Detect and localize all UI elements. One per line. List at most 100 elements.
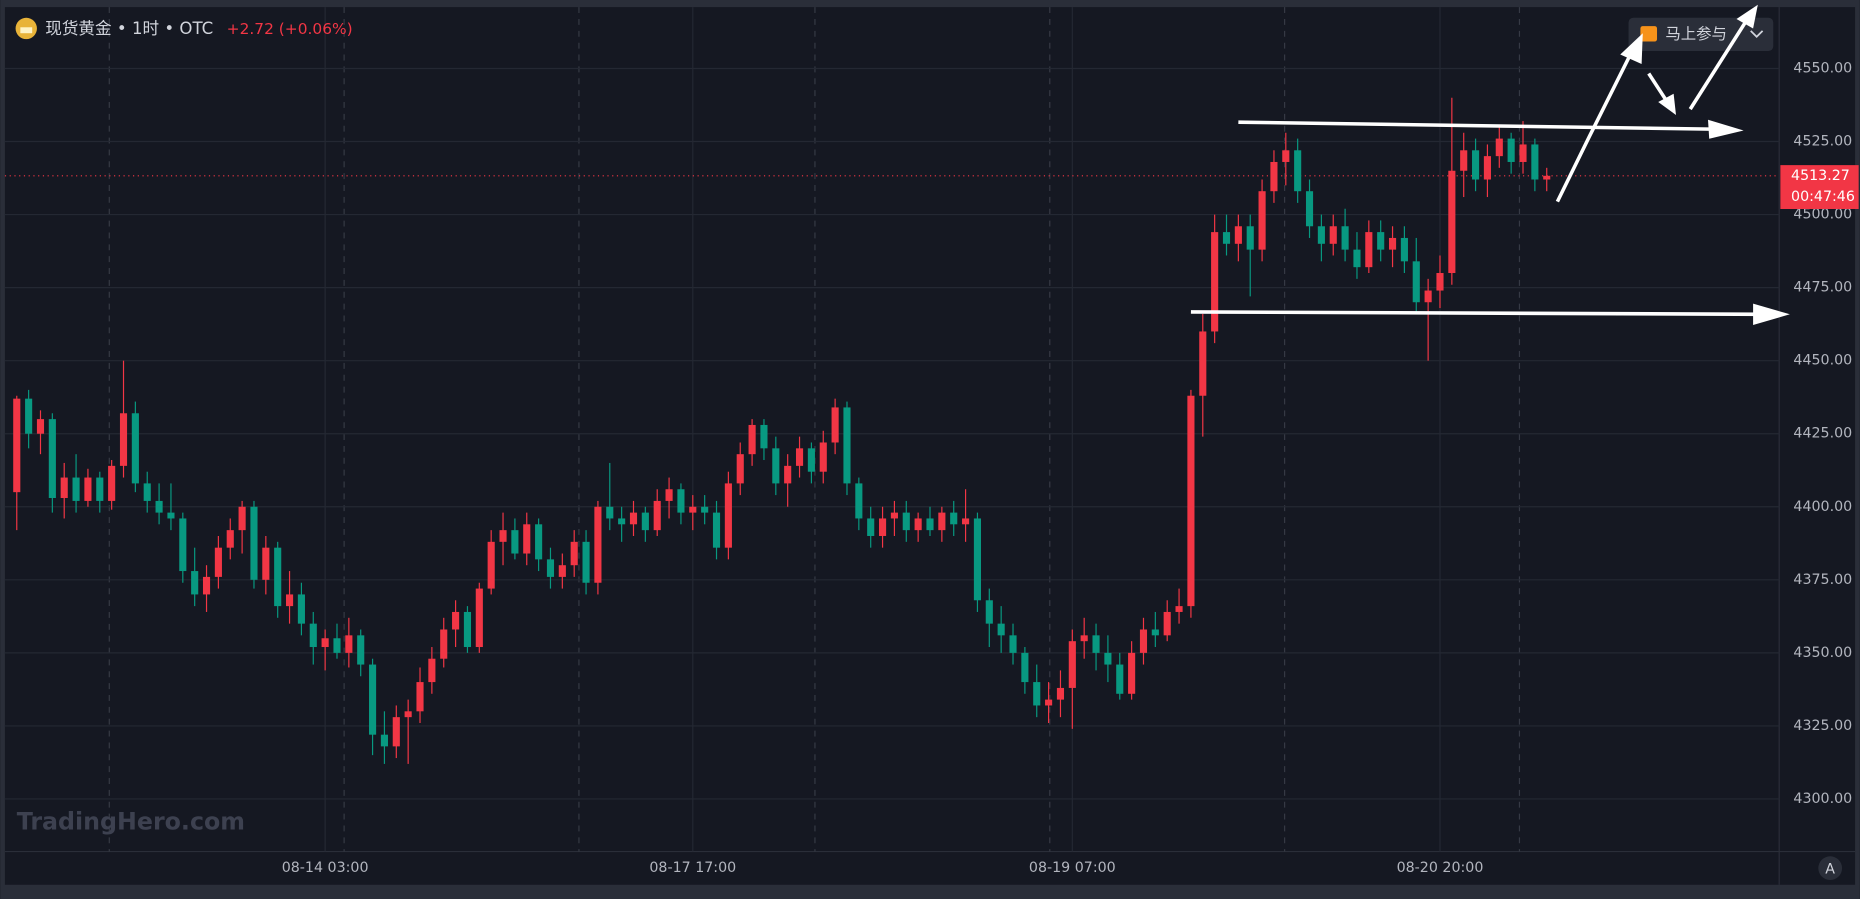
candle-body — [629, 512, 638, 525]
candle-body — [214, 547, 222, 577]
candle-body — [724, 483, 732, 548]
candle-body — [345, 635, 353, 653]
arrowhead — [1620, 33, 1643, 65]
candle-body — [108, 465, 116, 501]
session-separators — [108, 7, 1521, 852]
y-tick-label: 4375.00 — [1793, 572, 1852, 588]
candle-body — [902, 512, 910, 531]
candle-body — [1199, 331, 1207, 396]
candle-body — [416, 682, 424, 712]
dropdown-caret — [1750, 30, 1764, 39]
candle-body — [1412, 261, 1420, 303]
candle-body — [1116, 664, 1124, 694]
candle-body — [985, 600, 993, 624]
symbol: 现货黄金 • 1时 • OTC — [45, 19, 213, 38]
join-button[interactable] — [1628, 17, 1774, 51]
candle-body — [1258, 191, 1266, 250]
candles — [13, 97, 1551, 764]
watermark: TradingHero.com — [17, 808, 245, 836]
candle-body — [760, 424, 768, 449]
auto-button[interactable] — [1818, 856, 1843, 881]
candle-body — [238, 506, 246, 531]
x-tick-label: 08-17 17:00 — [649, 860, 736, 876]
candle-body — [1400, 237, 1408, 262]
candle-body — [748, 424, 756, 455]
candle-body — [843, 407, 851, 484]
candle-body — [1460, 150, 1468, 171]
candle-body — [784, 465, 792, 484]
drawn-arrow — [1647, 72, 1669, 102]
arrowhead — [1753, 303, 1790, 325]
candle-body — [475, 588, 483, 648]
candle-body — [1329, 226, 1337, 244]
candle-body — [677, 489, 685, 513]
candle-body — [1092, 635, 1100, 653]
candle-body — [1341, 226, 1349, 250]
candle-body — [1270, 161, 1278, 192]
y-tick-label: 4450.00 — [1793, 353, 1852, 369]
candle-body — [380, 734, 388, 747]
candle-body — [499, 530, 507, 542]
candle-body — [819, 442, 827, 472]
drawn-line — [1190, 310, 1765, 317]
candle-body — [1448, 170, 1456, 274]
candle-body — [546, 559, 555, 577]
candle-body — [795, 448, 804, 466]
candle-body — [950, 512, 958, 525]
candle-body — [1388, 237, 1397, 250]
candle-body — [701, 506, 709, 513]
candle-body — [1543, 175, 1551, 180]
y-tick-label: 4525.00 — [1793, 134, 1852, 150]
candle-body — [535, 524, 543, 560]
candle-body — [1282, 150, 1290, 162]
candle-body — [60, 477, 68, 499]
candle-body — [1294, 150, 1302, 192]
candle-body — [582, 541, 590, 583]
candle-body — [855, 483, 863, 519]
candle-body — [879, 518, 887, 536]
candle-body — [404, 711, 412, 718]
candle-body — [25, 398, 33, 434]
candle-body — [202, 576, 211, 595]
join-label[interactable]: 马上参与 — [1665, 25, 1727, 43]
candle-body — [1246, 226, 1254, 250]
candle-body — [48, 419, 56, 499]
candle-body — [962, 518, 970, 525]
candle-body — [487, 541, 495, 589]
candle-body — [523, 524, 531, 554]
candle-body — [1531, 144, 1539, 180]
y-tick-label: 4500.00 — [1793, 207, 1852, 223]
candle-body — [262, 547, 270, 580]
price-label-bg — [1780, 165, 1859, 210]
candle-body — [1151, 629, 1159, 636]
candle-body — [131, 413, 139, 484]
candle-body — [1104, 652, 1112, 665]
candle-body — [641, 512, 649, 531]
x-tick-label: 08-20 20:00 — [1397, 860, 1484, 876]
countdown: 00:47:46 — [1791, 189, 1855, 205]
candle-body — [333, 638, 341, 653]
candle-body — [570, 541, 578, 566]
candle-body — [1222, 232, 1231, 244]
candle-body — [653, 500, 661, 531]
candle-body — [321, 638, 329, 648]
candle-body — [1021, 652, 1029, 683]
price-label: 4513.27 — [1791, 168, 1850, 184]
arrowhead — [1658, 93, 1677, 116]
auto-button-label[interactable]: A — [1825, 861, 1835, 877]
candle-body — [890, 512, 898, 519]
candle-body — [1128, 652, 1136, 694]
y-tick-label: 4550.00 — [1793, 60, 1852, 76]
candle-body — [167, 512, 175, 519]
drawn-arrow — [1555, 52, 1633, 203]
candle-body — [689, 506, 697, 513]
candle-body — [1495, 138, 1503, 157]
y-tick-label: 4425.00 — [1793, 426, 1852, 442]
grid — [4, 7, 1780, 852]
candle-body — [72, 477, 80, 501]
candle-body — [1424, 290, 1432, 303]
candle-body — [665, 489, 673, 501]
candle-body — [250, 506, 258, 580]
candle-body — [1139, 629, 1148, 653]
